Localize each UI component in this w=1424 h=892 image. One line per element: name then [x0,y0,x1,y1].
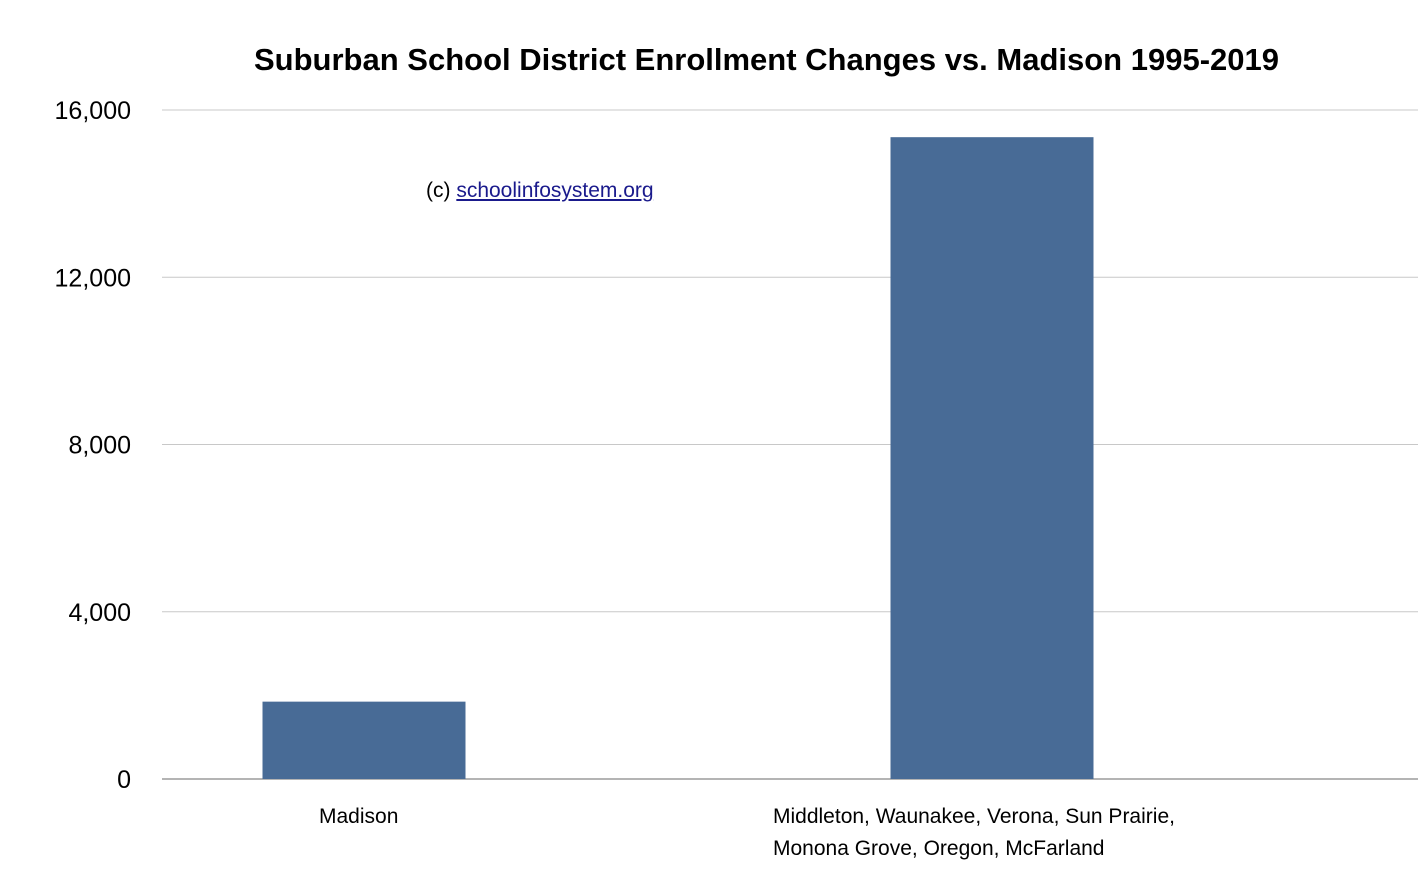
chart-title: Suburban School District Enrollment Chan… [254,42,1279,77]
copyright-watermark: (c) schoolinfosystem.org [426,179,654,203]
x-tick-label-line: Monona Grove, Oregon, McFarland [773,837,1105,860]
y-tick-label: 0 [117,766,131,794]
bars [262,137,1094,780]
y-tick-label: 16,000 [55,97,131,125]
y-tick-label: 8,000 [68,432,131,460]
x-tick-label-line: Middleton, Waunakee, Verona, Sun Prairie… [773,805,1175,828]
bar [262,701,466,779]
watermark-link[interactable]: schoolinfosystem.org [456,179,654,202]
y-axis-ticks: 0 4,000 8,000 12,000 16,000 [55,97,131,794]
bar [890,137,1094,780]
x-tick-label-line: Madison [319,805,399,828]
gridlines [162,109,1418,780]
x-tick-label: Middleton, Waunakee, Verona, Sun Prairie… [773,801,1175,865]
x-tick-label: Madison [319,801,398,833]
watermark-prefix: (c) [426,179,457,202]
y-tick-label: 4,000 [68,599,131,627]
y-tick-label: 12,000 [55,264,131,292]
